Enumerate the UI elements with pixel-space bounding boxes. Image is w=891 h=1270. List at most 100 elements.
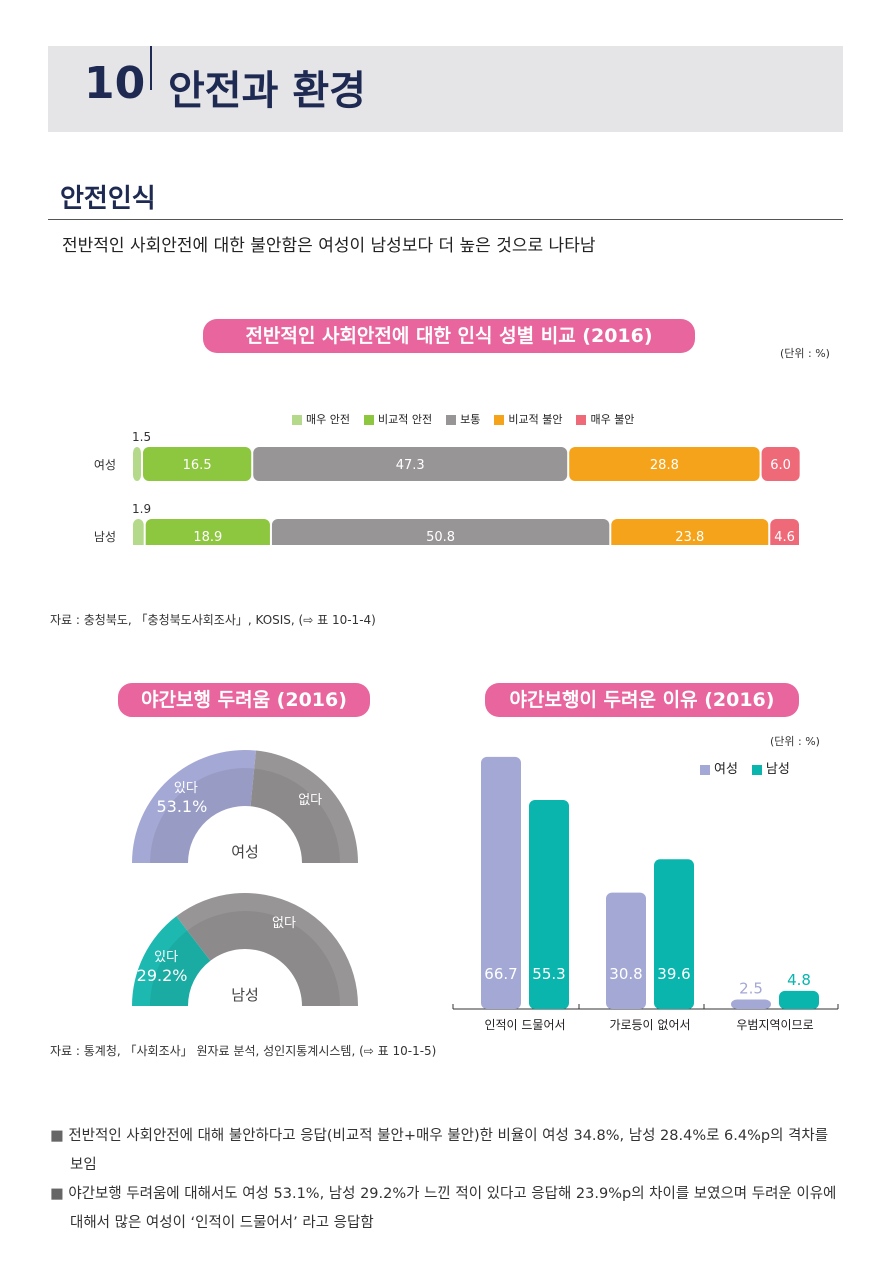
lead-text: 전반적인 사회안전에 대한 불안함은 여성이 남성보다 더 높은 것으로 나타남 bbox=[62, 236, 596, 256]
data-label: 55.3 bbox=[532, 965, 565, 983]
slice-value: 53.1% bbox=[156, 797, 207, 816]
data-label: 2.5 bbox=[739, 980, 763, 998]
data-label: 28.8 bbox=[650, 458, 679, 473]
note-text: 야간보행 두려움에 대해서도 여성 53.1%, 남성 29.2%가 느낀 적이… bbox=[68, 1186, 837, 1231]
bar bbox=[779, 990, 819, 1009]
bar-segment bbox=[569, 447, 760, 481]
legend-item: 보통 bbox=[446, 411, 480, 427]
note-text: 전반적인 사회안전에 대해 불안하다고 응답(비교적 불안+매우 불안)한 비율… bbox=[68, 1128, 829, 1173]
chart1-title: 전반적인 사회안전에 대한 인식 성별 비교 (2016) bbox=[203, 319, 695, 353]
data-label: 4.6 bbox=[774, 530, 795, 545]
slice-label: 있다 bbox=[154, 950, 178, 965]
bar bbox=[481, 756, 521, 1009]
bullet-icon: ■ bbox=[50, 1128, 69, 1144]
category-label: 가로등이 없어서 bbox=[609, 1018, 690, 1032]
slice-label: 없다 bbox=[272, 916, 296, 931]
slice-value: 29.2% bbox=[137, 966, 188, 985]
notes: ■ 전반적인 사회안전에 대해 불안하다고 응답(비교적 불안+매우 불안)한 … bbox=[50, 1122, 845, 1238]
data-label: 66.7 bbox=[484, 965, 517, 983]
category-label: 여성 bbox=[94, 458, 116, 472]
chart1-legend: 매우 안전 비교적 안전 보통 비교적 불안 매우 불안 bbox=[292, 411, 634, 427]
data-label: 18.9 bbox=[193, 530, 222, 545]
donut-center-label: 여성 bbox=[231, 843, 259, 861]
divider bbox=[150, 46, 152, 90]
legend-swatch bbox=[363, 415, 374, 425]
stacked-bar-chart: 여성 1.5 16.5 47.3 28.8 6.0 남성 1.9 18.9 50.8 23.8 4.6 bbox=[94, 430, 800, 545]
note-item: ■ 전반적인 사회안전에 대해 불안하다고 응답(비교적 불안+매우 불안)한 … bbox=[50, 1122, 845, 1180]
legend-item: 매우 불안 bbox=[576, 411, 634, 427]
category-label: 남성 bbox=[94, 530, 116, 544]
category-label: 우범지역이므로 bbox=[736, 1018, 813, 1032]
chart1-unit: (단위 : %) bbox=[780, 347, 830, 360]
donut-slice bbox=[176, 893, 358, 1006]
legend-item: 남성 bbox=[751, 758, 790, 777]
slice-label: 있다 bbox=[174, 781, 198, 796]
bar-segment bbox=[253, 447, 568, 481]
chart3-legend: 여성 남성 bbox=[700, 758, 790, 777]
bar-segment bbox=[770, 519, 799, 545]
data-label: 30.8 bbox=[609, 965, 642, 983]
chapter-title: 안전과 환경 bbox=[168, 68, 366, 114]
legend-swatch bbox=[494, 415, 505, 425]
chart2-source: 자료 : 통계청, 「사회조사」 원자료 분석, 성인지통계시스템, (⇨ 표 … bbox=[50, 1044, 437, 1058]
bullet-icon: ■ bbox=[50, 1186, 69, 1202]
data-label: 4.8 bbox=[787, 971, 811, 989]
data-label: 6.0 bbox=[770, 458, 791, 473]
legend-label: 보통 bbox=[460, 413, 481, 426]
chapter-header bbox=[48, 46, 843, 132]
bar bbox=[529, 799, 569, 1009]
chart2-title: 야간보행 두려움 (2016) bbox=[118, 683, 370, 717]
legend-swatch bbox=[576, 415, 587, 425]
donut-slice bbox=[132, 750, 256, 863]
bar bbox=[606, 892, 646, 1009]
bar-segment bbox=[145, 519, 270, 545]
donut-slice-inner bbox=[250, 768, 340, 863]
legend-swatch bbox=[700, 764, 710, 775]
data-label: 50.8 bbox=[426, 530, 455, 545]
legend-swatch bbox=[446, 415, 457, 425]
chart1-source: 자료 : 충청북도, 「충청북도사회조사」, KOSIS, (⇨ 표 10-1-… bbox=[50, 613, 376, 627]
legend-label: 비교적 불안 bbox=[508, 413, 563, 426]
legend-swatch bbox=[751, 764, 762, 775]
legend-item: 여성 bbox=[700, 758, 738, 777]
legend-item: 매우 안전 bbox=[292, 411, 350, 427]
donut-slice bbox=[250, 750, 358, 863]
bar bbox=[654, 859, 694, 1009]
donut-slice bbox=[132, 916, 211, 1006]
grouped-bar-chart: 인적이 드물어서 66.7 55.3 가로등이 없어서 30.8 39.6 우범지역이므로 2… bbox=[452, 756, 839, 1032]
section-divider bbox=[48, 219, 843, 220]
note-item: ■ 야간보행 두려움에 대해서도 여성 53.1%, 남성 29.2%가 느낀 … bbox=[50, 1180, 845, 1238]
donut-slice-inner bbox=[187, 911, 340, 1006]
data-label: 16.5 bbox=[183, 458, 212, 473]
legend-label: 매우 안전 bbox=[306, 413, 350, 426]
donut-slice-inner bbox=[150, 930, 211, 1006]
section-title: 안전인식 bbox=[60, 184, 156, 214]
legend-label: 비교적 안전 bbox=[377, 413, 433, 426]
legend-item: 비교적 불안 bbox=[494, 411, 562, 427]
bar-segment bbox=[143, 447, 252, 481]
chart3-title: 야간보행이 두려운 이유 (2016) bbox=[485, 683, 799, 717]
data-label: 23.8 bbox=[675, 530, 704, 545]
bar-segment bbox=[271, 519, 610, 545]
legend-label: 매우 불안 bbox=[590, 413, 635, 426]
category-label: 인적이 드물어서 bbox=[484, 1018, 565, 1032]
data-label: 1.9 bbox=[132, 502, 151, 516]
slice-label: 없다 bbox=[298, 793, 322, 808]
chapter-number: 10 bbox=[84, 58, 146, 109]
donut-center-label: 남성 bbox=[231, 986, 259, 1004]
legend-label: 남성 bbox=[765, 762, 790, 777]
bar bbox=[731, 999, 771, 1009]
bar-segment bbox=[133, 519, 144, 545]
legend-swatch bbox=[292, 415, 302, 425]
chart3-unit: (단위 : %) bbox=[770, 735, 820, 748]
data-label: 47.3 bbox=[396, 458, 425, 473]
donut-slice-inner bbox=[150, 768, 255, 863]
bar-segment bbox=[611, 519, 769, 545]
data-label: 1.5 bbox=[132, 430, 151, 444]
legend-label: 여성 bbox=[714, 762, 738, 777]
bar-segment bbox=[761, 447, 800, 481]
bar-segment bbox=[133, 447, 142, 481]
legend-item: 비교적 안전 bbox=[363, 411, 433, 427]
